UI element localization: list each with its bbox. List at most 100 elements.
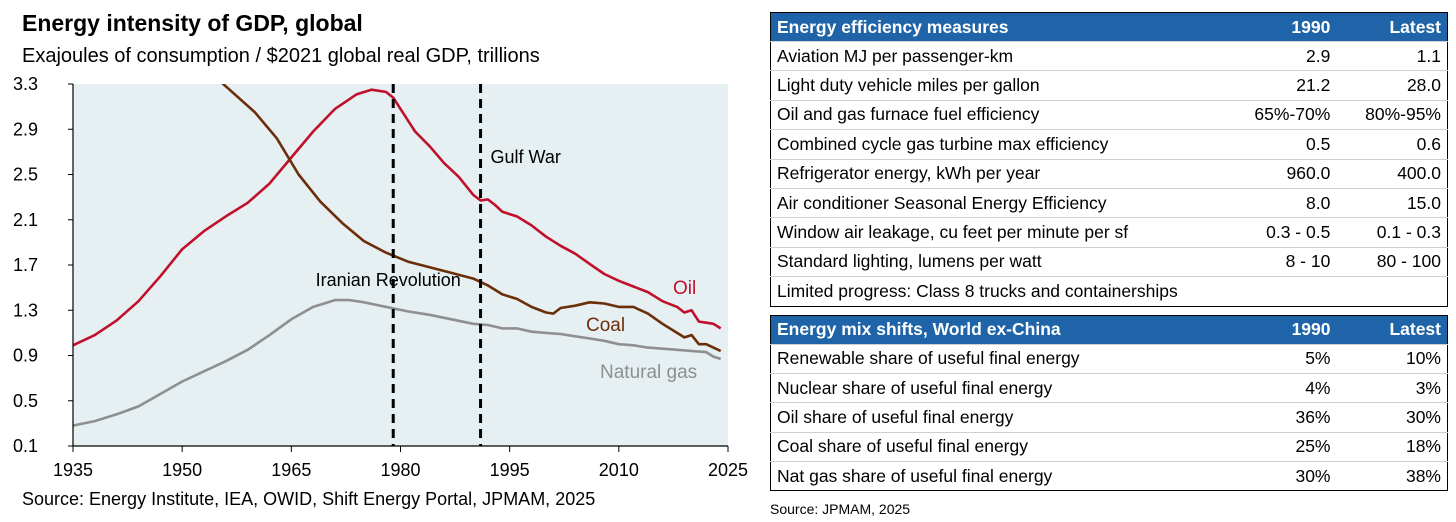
mix-table-header: Energy mix shifts, World ex-China 1990 L… [770, 315, 1448, 345]
efficiency-row: Oil and gas furnace fuel efficiency 65%-7… [770, 99, 1448, 130]
x-tick-label: 1950 [162, 460, 202, 480]
efficiency-note-row: Limited progress: Class 8 trucks and con… [770, 276, 1448, 307]
mix-label: Nat gas share of useful final energy [770, 461, 1219, 491]
y-tick-label: 1.3 [13, 300, 38, 320]
chart-subtitle: Exajoules of consumption / $2021 global … [22, 45, 540, 67]
x-tick-label: 2025 [708, 460, 748, 480]
efficiency-header-1990: 1990 [1218, 12, 1337, 42]
mix-row: Coal share of useful final energy 25% 18% [770, 431, 1448, 462]
efficiency-row: Window air leakage, cu feet per minute p… [770, 217, 1448, 248]
y-tick-label: 1.7 [13, 255, 38, 275]
event-label-iranian-revolution: Iranian Revolution [316, 270, 461, 290]
mix-value-1990: 4% [1218, 372, 1337, 403]
y-tick-label: 3.3 [13, 74, 38, 94]
mix-value-latest: 18% [1336, 431, 1448, 462]
mix-label: Coal share of useful final energy [770, 431, 1219, 462]
series-label-natural-gas: Natural gas [600, 362, 697, 383]
efficiency-value-latest: 0.6 [1336, 129, 1448, 160]
efficiency-value-latest: 80%-95% [1336, 99, 1448, 130]
efficiency-value-1990: 0.5 [1218, 129, 1337, 160]
plot-background [73, 84, 728, 446]
efficiency-row: Aviation MJ per passenger-km 2.9 1.1 [770, 40, 1448, 71]
efficiency-label: Window air leakage, cu feet per minute p… [770, 217, 1219, 248]
chart-source: Source: Energy Institute, IEA, OWID, Shi… [22, 489, 596, 509]
efficiency-label: Air conditioner Seasonal Energy Efficien… [770, 187, 1219, 218]
efficiency-value-1990: 8.0 [1218, 187, 1337, 218]
y-tick-label: 0.1 [13, 436, 38, 456]
energy-intensity-chart: 0.1 0.5 0.9 1.3 1.7 2.1 2.5 2.9 3.3 1935 1950 1965… [13, 74, 748, 480]
efficiency-value-latest: 15.0 [1336, 187, 1448, 218]
annotations: Iranian Revolution Gulf War Oil Coal Natural… [316, 147, 697, 383]
oil-line [73, 88, 722, 347]
y-tick-label: 0.5 [13, 391, 38, 411]
x-tick-label: 2010 [599, 460, 639, 480]
efficiency-label: Combined cycle gas turbine max efficienc… [770, 129, 1219, 160]
x-tick-label: 1935 [53, 460, 93, 480]
efficiency-value-latest: 28.0 [1336, 70, 1448, 101]
mix-row: Nuclear share of useful final energy 4% 3% [770, 372, 1448, 403]
efficiency-label: Refrigerator energy, kWh per year [770, 158, 1219, 189]
y-tick-label: 2.5 [13, 165, 38, 185]
chart-title: Energy intensity of GDP, global [22, 10, 363, 36]
mix-row: Oil share of useful final energy 36% 30% [770, 402, 1448, 433]
efficiency-table: Energy efficiency measures 1990 Latest A… [770, 12, 1448, 307]
coal-line [221, 84, 722, 353]
tables-panel: Energy efficiency measures 1990 Latest A… [770, 12, 1448, 517]
mix-table-body: Renewable share of useful final energy 5%… [770, 343, 1448, 491]
efficiency-header-latest: Latest [1336, 12, 1448, 42]
event-markers [391, 84, 483, 446]
efficiency-value-1990: 2.9 [1218, 40, 1337, 71]
efficiency-value-1990: 65%-70% [1218, 99, 1337, 130]
mix-header-label: Energy mix shifts, World ex-China [770, 315, 1219, 345]
x-tick-label: 1965 [271, 460, 311, 480]
mix-label: Renewable share of useful final energy [770, 343, 1219, 374]
efficiency-value-latest: 0.1 - 0.3 [1336, 217, 1448, 248]
natural-gas-line [73, 298, 722, 427]
efficiency-table-header: Energy efficiency measures 1990 Latest [770, 12, 1448, 42]
axis-lines [72, 84, 728, 447]
efficiency-label: Light duty vehicle miles per gallon [770, 70, 1219, 101]
y-tick-label: 2.1 [13, 210, 38, 230]
mix-value-1990: 25% [1218, 431, 1337, 462]
series-label-coal: Coal [586, 315, 625, 336]
efficiency-row: Air conditioner Seasonal Energy Efficien… [770, 187, 1448, 218]
mix-header-1990: 1990 [1218, 315, 1337, 345]
efficiency-table-body: Aviation MJ per passenger-km 2.9 1.1 Light … [770, 40, 1448, 307]
mix-value-latest: 10% [1336, 343, 1448, 374]
efficiency-row: Refrigerator energy, kWh per year 960.0 40… [770, 158, 1448, 189]
efficiency-row: Standard lighting, lumens per watt 8 - 10… [770, 246, 1448, 277]
mix-value-latest: 30% [1336, 402, 1448, 433]
mix-row: Renewable share of useful final energy 5%… [770, 343, 1448, 374]
mix-label: Nuclear share of useful final energy [770, 372, 1219, 403]
x-tick-label: 1980 [380, 460, 420, 480]
x-axis: 1935 1950 1965 1980 1995 2010 2025 [53, 446, 748, 480]
efficiency-label: Aviation MJ per passenger-km [770, 40, 1219, 71]
x-tick-label: 1995 [490, 460, 530, 480]
mix-value-1990: 5% [1218, 343, 1337, 374]
efficiency-row: Combined cycle gas turbine max efficienc… [770, 129, 1448, 160]
series-lines [73, 84, 722, 427]
mix-value-1990: 36% [1218, 402, 1337, 433]
mix-header-latest: Latest [1336, 315, 1448, 345]
mix-label: Oil share of useful final energy [770, 402, 1219, 433]
table-source: Source: JPMAM, 2025 [770, 501, 911, 518]
mix-row: Nat gas share of useful final energy 30% 3… [770, 461, 1448, 491]
mix-value-latest: 3% [1336, 372, 1448, 403]
y-tick-label: 2.9 [13, 119, 38, 139]
efficiency-row: Light duty vehicle miles per gallon 21.2 2… [770, 70, 1448, 101]
y-tick-label: 0.9 [13, 346, 38, 366]
efficiency-value-1990: 0.3 - 0.5 [1218, 217, 1337, 248]
efficiency-value-latest: 80 - 100 [1336, 246, 1448, 277]
efficiency-value-1990: 960.0 [1218, 158, 1337, 189]
efficiency-value-1990: 21.2 [1218, 70, 1337, 101]
efficiency-value-1990: 8 - 10 [1218, 246, 1337, 277]
efficiency-label: Oil and gas furnace fuel efficiency [770, 99, 1219, 130]
mix-value-latest: 38% [1336, 461, 1448, 491]
efficiency-note: Limited progress: Class 8 trucks and con… [770, 276, 1448, 307]
energy-mix-table: Energy mix shifts, World ex-China 1990 L… [770, 314, 1448, 492]
mix-value-1990: 30% [1218, 461, 1337, 491]
efficiency-header-label: Energy efficiency measures [770, 12, 1219, 42]
y-axis: 0.1 0.5 0.9 1.3 1.7 2.1 2.5 2.9 3.3 [13, 74, 73, 456]
efficiency-value-latest: 400.0 [1336, 158, 1448, 189]
event-label-gulf-war: Gulf War [491, 147, 561, 167]
